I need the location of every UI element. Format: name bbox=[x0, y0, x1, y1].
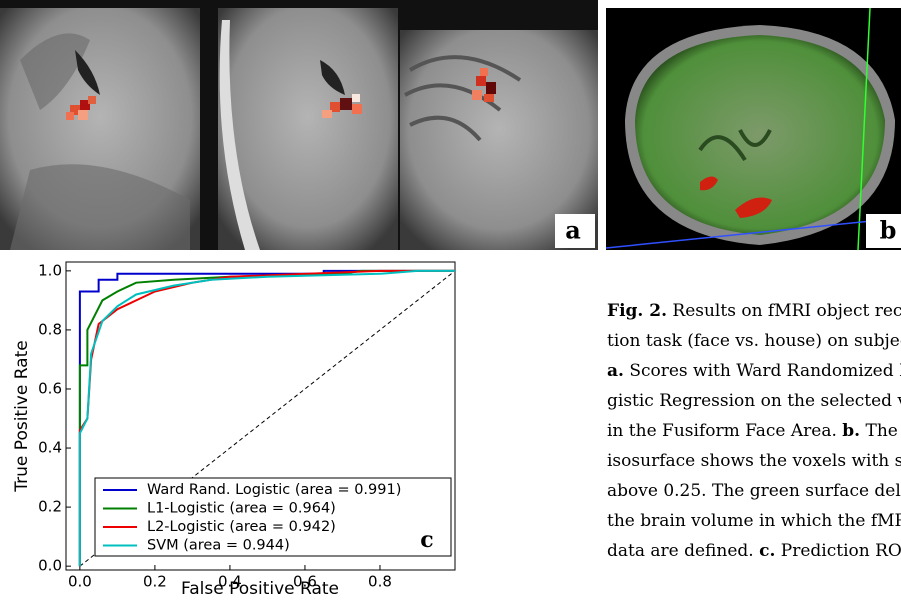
caption-text: Scores with Ward Randomized Lo bbox=[623, 361, 901, 381]
caption-line: tion task (face vs. house) on subject 1 bbox=[607, 326, 901, 356]
y-axis-label: True Positive Rate bbox=[12, 340, 32, 492]
brain-volume bbox=[635, 35, 885, 235]
panel-b: b bbox=[605, 7, 901, 251]
activation bbox=[66, 96, 96, 120]
caption-line: a. Scores with Ward Randomized Lo bbox=[607, 356, 901, 386]
mri-slice bbox=[218, 8, 398, 250]
panel-a: a bbox=[0, 0, 598, 251]
legend-label: L2-Logistic (area = 0.942) bbox=[147, 519, 336, 535]
panel-label: c bbox=[420, 527, 433, 553]
x-tick-label: 0.4 bbox=[218, 573, 242, 591]
caption-bold: b. bbox=[842, 421, 861, 441]
y-tick-label: 0.8 bbox=[38, 320, 62, 338]
caption-text: tion task (face vs. house) on subject 1 bbox=[607, 331, 901, 351]
caption-text: data are defined. bbox=[607, 541, 760, 561]
legend-box bbox=[94, 477, 452, 557]
y-tick-label: 0.4 bbox=[38, 439, 62, 457]
caption-text: Results on fMRI object recogni bbox=[672, 301, 901, 321]
caption-line: above 0.25. The green surface delimit bbox=[607, 476, 901, 506]
brain-fold bbox=[10, 33, 190, 251]
label-box bbox=[555, 214, 595, 248]
caption-line: data are defined. c. Prediction ROC bbox=[607, 536, 901, 566]
caption-bold: a. bbox=[607, 361, 624, 381]
roc-curve bbox=[78, 269, 455, 567]
caption-text: gistic Regression on the selected voxel bbox=[607, 391, 901, 411]
caption-line: the brain volume in which the fMR bbox=[607, 506, 901, 536]
plane-line bbox=[605, 217, 901, 249]
caption: Fig. 2. Results on fMRI object recogni ti… bbox=[607, 296, 901, 566]
brain-fold bbox=[404, 55, 522, 142]
caption-text: isosurface shows the voxels with score bbox=[607, 451, 901, 471]
y-tick-label: 0.2 bbox=[38, 498, 62, 516]
legend-label: SVM (area = 0.944) bbox=[147, 538, 290, 554]
plane-line bbox=[857, 7, 871, 251]
caption-bold: Fig. 2. bbox=[607, 301, 667, 321]
caption-line: Fig. 2. Results on fMRI object recogni bbox=[607, 296, 901, 326]
x-tick-label: 0.8 bbox=[368, 573, 392, 591]
y-tick-label: 0.6 bbox=[38, 379, 62, 397]
legend-label: L1-Logistic (area = 0.964) bbox=[147, 501, 336, 517]
caption-line: isosurface shows the voxels with score bbox=[607, 446, 901, 476]
x-axis-label: False Positive Rate bbox=[181, 579, 339, 599]
x-tick-label: 0.6 bbox=[293, 573, 317, 591]
caption-line: in the Fusiform Face Area. b. The red bbox=[607, 416, 901, 446]
ventricle bbox=[75, 50, 100, 95]
roc-curve bbox=[78, 269, 455, 567]
caption-bold: c. bbox=[759, 541, 776, 561]
x-tick-label: 0.2 bbox=[143, 573, 167, 591]
caption-text: Prediction ROC bbox=[775, 541, 901, 561]
caption-text: The red bbox=[865, 421, 901, 441]
panel-label: a bbox=[565, 216, 581, 245]
caption-line: gistic Regression on the selected voxel bbox=[607, 386, 901, 416]
x-tick-label: 0.0 bbox=[68, 573, 92, 591]
isosurface bbox=[700, 176, 772, 218]
ventricle bbox=[320, 60, 345, 95]
label-box bbox=[866, 214, 901, 248]
caption-text: in the Fusiform Face Area. bbox=[607, 421, 843, 441]
caption-text: above 0.25. The green surface delimit bbox=[607, 481, 901, 501]
panel-label: b bbox=[880, 216, 897, 245]
roc-chart: True Positive Rate False Positive Rate 0… bbox=[12, 261, 456, 599]
brain-fold bbox=[698, 129, 772, 162]
activation bbox=[472, 68, 496, 102]
caption-text: the brain volume in which the fMR bbox=[607, 511, 901, 531]
y-tick-label: 0.0 bbox=[38, 557, 62, 575]
y-tick-label: 1.0 bbox=[38, 261, 62, 279]
activation bbox=[322, 94, 362, 118]
skull bbox=[219, 20, 260, 250]
legend-label: Ward Rand. Logistic (area = 0.991) bbox=[147, 482, 401, 498]
